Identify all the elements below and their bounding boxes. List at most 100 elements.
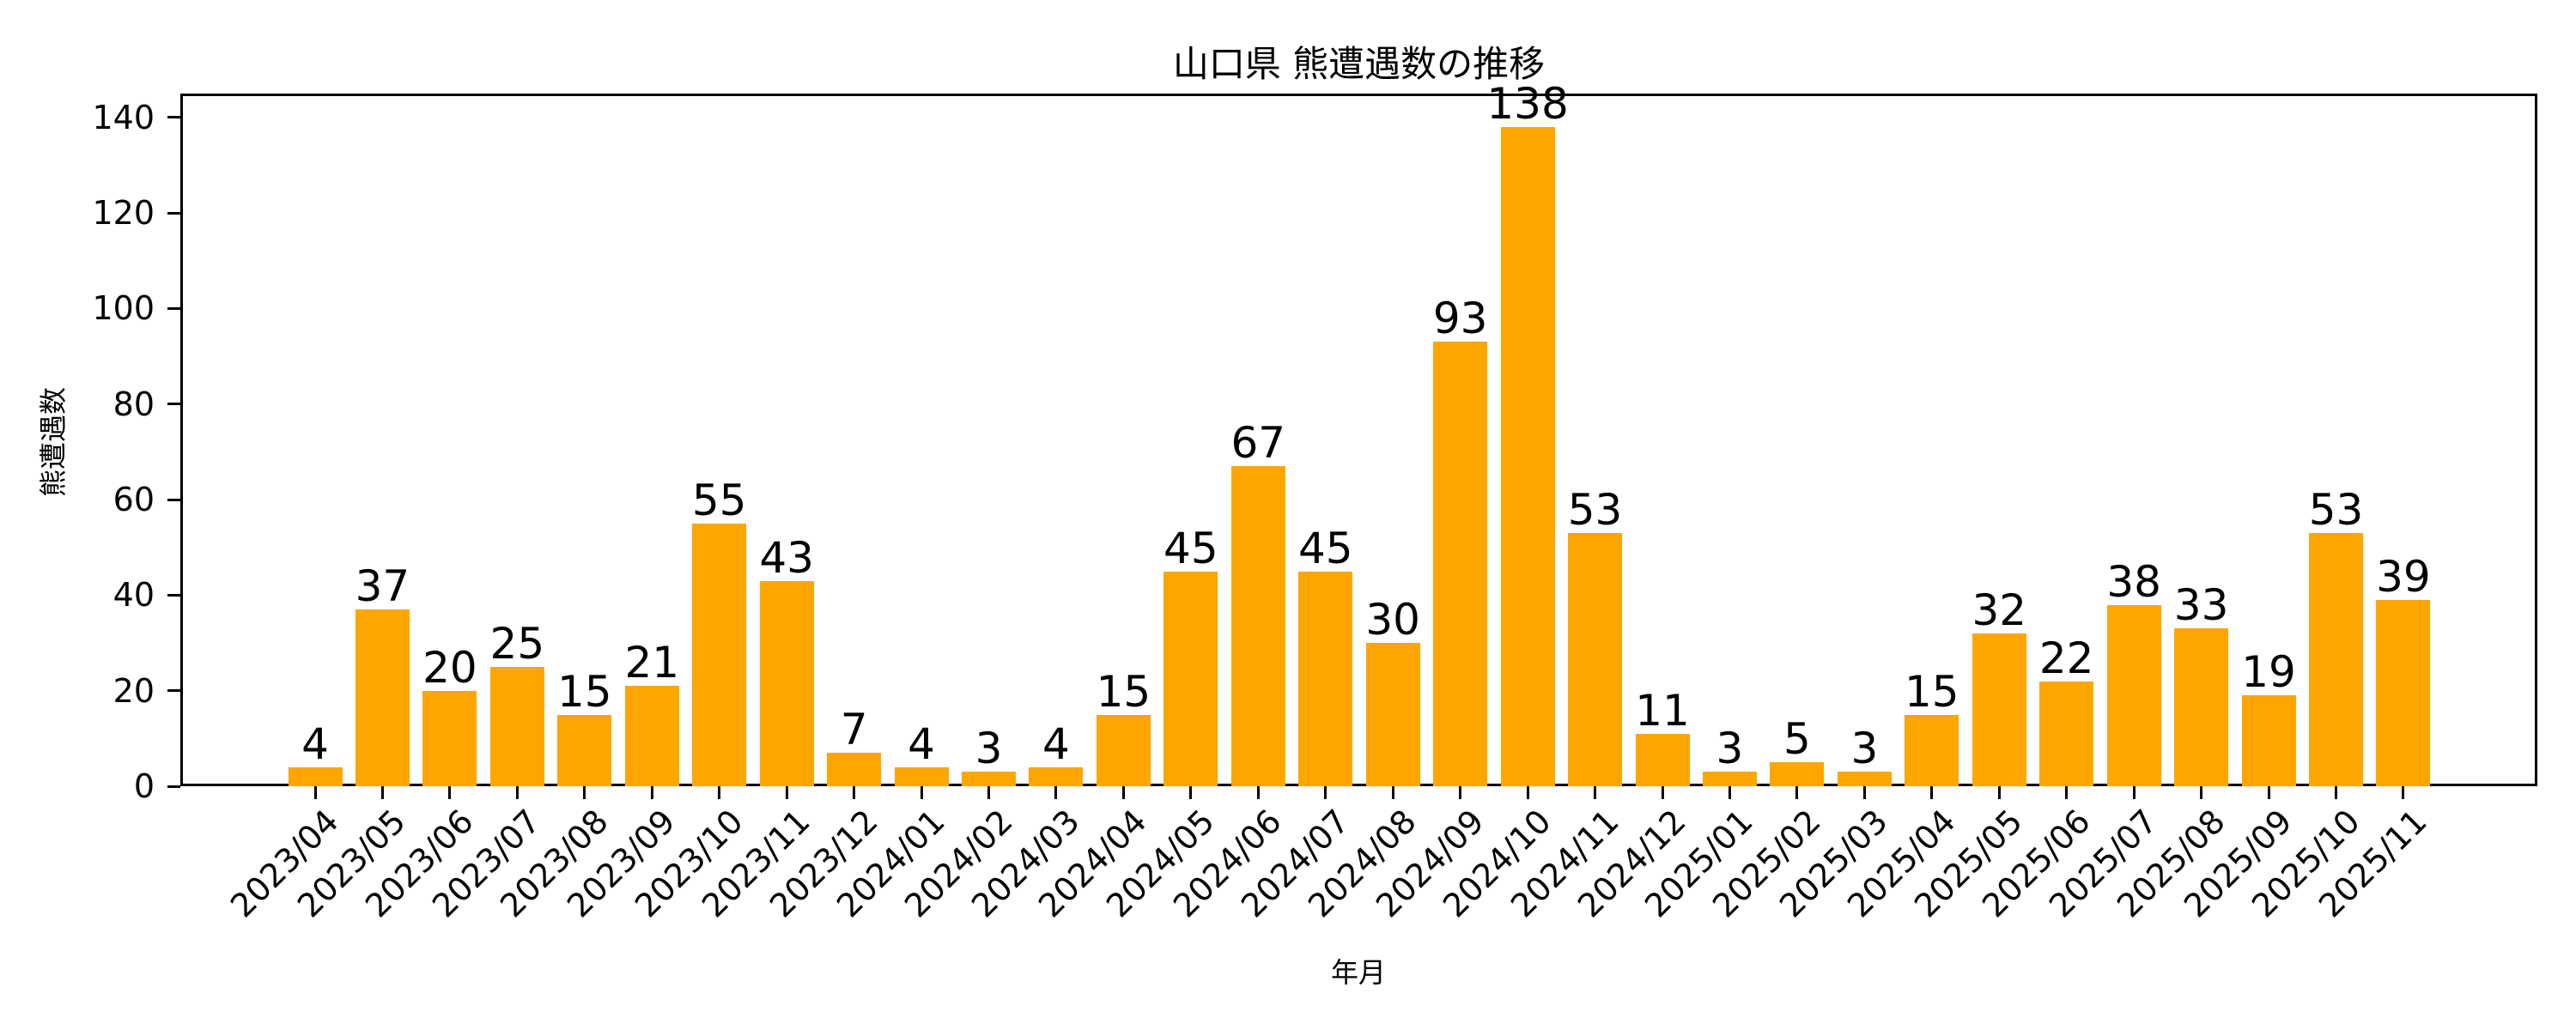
x-tick bbox=[1930, 786, 1934, 799]
bar-value-label: 67 bbox=[1230, 418, 1286, 469]
bar-value-label: 15 bbox=[1904, 666, 1959, 717]
bar bbox=[2039, 681, 2094, 786]
bar-value-label: 20 bbox=[422, 642, 477, 693]
bar-value-label: 25 bbox=[489, 618, 545, 669]
bar bbox=[2309, 533, 2363, 786]
x-tick bbox=[1391, 786, 1394, 799]
bar bbox=[2174, 628, 2229, 786]
x-tick bbox=[1189, 786, 1193, 799]
bar bbox=[1702, 772, 1757, 786]
bar bbox=[2376, 599, 2431, 786]
y-tick-label: 0 bbox=[133, 767, 155, 805]
bar bbox=[422, 690, 477, 786]
bar-value-label: 3 bbox=[1716, 724, 1744, 774]
bar-value-label: 138 bbox=[1486, 78, 1569, 129]
bar bbox=[624, 686, 679, 786]
bar bbox=[1029, 766, 1084, 786]
bar-value-label: 15 bbox=[1096, 666, 1151, 717]
x-tick bbox=[1526, 786, 1529, 799]
x-tick bbox=[1054, 786, 1058, 799]
y-tick bbox=[167, 593, 180, 597]
x-tick bbox=[1256, 786, 1260, 799]
bar bbox=[759, 580, 814, 786]
y-tick-label: 120 bbox=[92, 194, 155, 233]
bar bbox=[1298, 571, 1353, 786]
bar-value-label: 39 bbox=[2376, 551, 2431, 602]
y-tick bbox=[167, 498, 180, 501]
x-tick bbox=[920, 786, 923, 799]
y-tick-label: 20 bbox=[112, 671, 155, 710]
x-tick bbox=[1459, 786, 1462, 799]
x-tick bbox=[1728, 786, 1731, 799]
bar-value-label: 37 bbox=[355, 561, 410, 612]
x-tick bbox=[515, 786, 519, 799]
bar bbox=[827, 753, 882, 786]
bar bbox=[1433, 342, 1488, 786]
y-tick-label: 40 bbox=[112, 576, 155, 615]
x-tick bbox=[2065, 786, 2069, 799]
bar-value-label: 3 bbox=[1850, 724, 1879, 774]
bar-value-label: 53 bbox=[2308, 485, 2364, 536]
x-tick bbox=[853, 786, 856, 799]
x-tick bbox=[448, 786, 452, 799]
bar-value-label: 45 bbox=[1297, 523, 1353, 573]
bar bbox=[894, 766, 949, 786]
y-tick-label: 140 bbox=[92, 98, 155, 136]
bar-value-label: 7 bbox=[840, 705, 868, 755]
x-tick bbox=[2402, 786, 2405, 799]
bar-value-label: 4 bbox=[301, 718, 329, 769]
bar bbox=[1568, 533, 1623, 786]
bar bbox=[1971, 633, 2026, 786]
x-tick bbox=[1795, 786, 1799, 799]
y-tick bbox=[167, 785, 180, 788]
x-tick bbox=[583, 786, 586, 799]
chart-title: 山口県 熊遭遇数の推移 bbox=[1172, 43, 1546, 85]
x-tick bbox=[718, 786, 721, 799]
bar-value-label: 45 bbox=[1163, 523, 1218, 573]
bar-value-label: 55 bbox=[691, 475, 747, 525]
x-tick bbox=[2200, 786, 2203, 799]
y-tick bbox=[167, 306, 180, 310]
bar-value-label: 5 bbox=[1783, 714, 1811, 765]
x-tick bbox=[2335, 786, 2337, 799]
bar-value-label: 53 bbox=[1567, 485, 1623, 536]
x-tick bbox=[1997, 786, 2001, 799]
bar bbox=[1163, 571, 1218, 786]
x-tick bbox=[2132, 786, 2136, 799]
x-tick bbox=[785, 786, 788, 799]
bar bbox=[692, 523, 747, 786]
bar-value-label: 38 bbox=[2106, 556, 2161, 607]
bar bbox=[1365, 643, 1420, 786]
bar bbox=[557, 714, 612, 786]
bar-value-label: 4 bbox=[908, 718, 935, 769]
bar-value-label: 33 bbox=[2173, 580, 2229, 631]
bar bbox=[288, 766, 343, 786]
bar bbox=[1635, 733, 1690, 786]
bar-value-label: 32 bbox=[1971, 585, 2027, 635]
y-tick-label: 60 bbox=[112, 481, 155, 519]
x-tick bbox=[650, 786, 653, 799]
x-axis-label: 年月 bbox=[1330, 956, 1387, 989]
bar-value-label: 43 bbox=[759, 532, 814, 583]
x-tick bbox=[1594, 786, 1597, 799]
y-tick-label: 80 bbox=[112, 385, 155, 423]
bar bbox=[2106, 604, 2161, 786]
y-tick bbox=[167, 403, 180, 406]
y-tick-label: 100 bbox=[92, 289, 155, 328]
plot-area bbox=[180, 94, 2537, 786]
bar-value-label: 19 bbox=[2241, 647, 2296, 698]
bar bbox=[1837, 772, 1892, 786]
y-tick bbox=[167, 689, 180, 693]
bar-value-label: 30 bbox=[1365, 595, 1420, 645]
bar bbox=[1500, 126, 1555, 786]
bar-value-label: 11 bbox=[1635, 685, 1690, 736]
bar bbox=[355, 609, 410, 786]
x-tick bbox=[380, 786, 384, 799]
x-tick bbox=[2267, 786, 2270, 799]
x-tick bbox=[313, 786, 317, 799]
x-tick bbox=[1661, 786, 1664, 799]
bar bbox=[1230, 466, 1285, 786]
bar bbox=[1905, 714, 1959, 786]
bar bbox=[1770, 762, 1825, 786]
